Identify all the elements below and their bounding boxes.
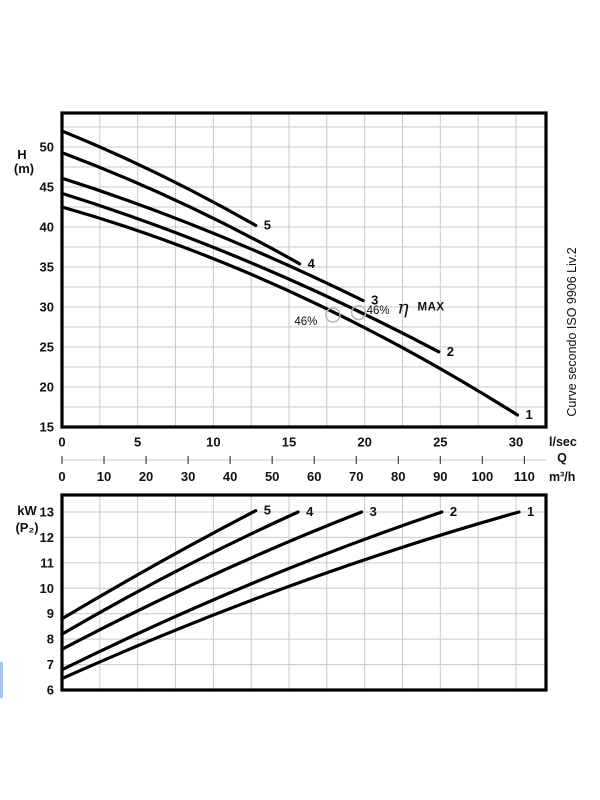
x-tick-m3h-10: 10 xyxy=(97,469,111,484)
head-curve-label-4: 4 xyxy=(308,256,316,271)
power-curve-4 xyxy=(60,510,300,636)
x-tick-lsec-30: 30 xyxy=(509,435,523,450)
power-y-axis-unit: (P₂) xyxy=(15,520,38,535)
head-y-tick-50: 50 xyxy=(40,140,54,155)
power-curve-5 xyxy=(60,509,258,621)
x-tick-m3h-90: 90 xyxy=(433,469,447,484)
x-tick-m3h-20: 20 xyxy=(139,469,153,484)
x-axis-label-m3h: m³/h xyxy=(549,470,575,484)
eta-max-label: MAX xyxy=(418,302,445,314)
x-tick-m3h-80: 80 xyxy=(391,469,405,484)
head-curve-label-3: 3 xyxy=(371,293,378,308)
efficiency-point-circle-2 xyxy=(350,304,367,321)
x-tick-m3h-110: 110 xyxy=(514,469,535,484)
x-axis-title-q: Q xyxy=(557,451,567,465)
head-y-tick-20: 20 xyxy=(40,380,54,395)
x-tick-m3h-0: 0 xyxy=(58,469,65,484)
power-y-tick-7: 7 xyxy=(47,657,54,672)
head-curve-4 xyxy=(60,151,302,266)
power-y-tick-6: 6 xyxy=(47,683,54,698)
x-tick-m3h-40: 40 xyxy=(223,469,237,484)
head-chart-border xyxy=(60,111,548,429)
x-tick-lsec-0: 0 xyxy=(58,435,65,450)
power-curve-label-1: 1 xyxy=(527,504,534,519)
eta-symbol: η xyxy=(397,297,409,319)
power-y-tick-9: 9 xyxy=(47,606,54,621)
head-y-tick-30: 30 xyxy=(40,300,54,315)
x-tick-m3h-100: 100 xyxy=(472,469,494,484)
efficiency-label-1: 46% xyxy=(294,316,317,328)
iso-standard-note: Curve secondo ISO 9906 Liv.2 xyxy=(565,247,579,417)
power-y-tick-12: 12 xyxy=(40,530,54,545)
x-tick-lsec-25: 25 xyxy=(433,435,447,450)
efficiency-point-circle-1 xyxy=(325,307,341,323)
efficiency-annotations: 46% 46% η MAX xyxy=(294,297,444,329)
x-tick-m3h-70: 70 xyxy=(349,469,363,484)
power-curve-label-5: 5 xyxy=(264,503,271,518)
head-curve-1 xyxy=(60,205,520,417)
x-tick-m3h-60: 60 xyxy=(307,469,321,484)
power-curve-label-3: 3 xyxy=(370,504,377,519)
head-y-tick-40: 40 xyxy=(40,220,54,235)
head-y-tick-45: 45 xyxy=(40,180,54,195)
power-y-tick-8: 8 xyxy=(47,632,54,647)
power-y-tick-10: 10 xyxy=(40,581,54,596)
m3h-axis: 0 10 20 30 40 50 60 70 80 90 100 110 xyxy=(58,456,546,484)
head-y-axis-label: H xyxy=(17,147,26,162)
head-curve-2 xyxy=(60,191,441,354)
power-chart: 5 4 3 2 1 13 12 11 10 9 8 7 6 kW (P₂) xyxy=(15,493,548,698)
x-tick-lsec-10: 10 xyxy=(206,435,220,450)
x-tick-lsec-5: 5 xyxy=(134,435,141,450)
power-curve-label-4: 4 xyxy=(306,504,314,519)
power-curves: 5 4 3 2 1 xyxy=(60,503,534,681)
power-y-tick-11: 11 xyxy=(40,555,54,570)
head-y-axis-unit: (m) xyxy=(14,161,34,176)
head-y-tick-25: 25 xyxy=(40,340,54,355)
x-tick-lsec-15: 15 xyxy=(282,435,296,450)
head-curve-3 xyxy=(60,176,365,303)
left-edge-highlight-fragment xyxy=(0,662,3,698)
power-curve-label-2: 2 xyxy=(450,504,457,519)
head-y-tick-35: 35 xyxy=(40,260,54,275)
x-tick-m3h-50: 50 xyxy=(265,469,279,484)
x-axis-label-lsec: l/sec xyxy=(549,435,577,449)
x-tick-m3h-30: 30 xyxy=(181,469,195,484)
head-y-tick-15: 15 xyxy=(40,420,54,435)
power-curve-2 xyxy=(60,510,444,672)
head-curves: 5 4 3 2 1 xyxy=(60,129,533,422)
head-curve-label-2: 2 xyxy=(447,344,454,359)
head-curve-5 xyxy=(60,129,258,227)
power-chart-border xyxy=(60,493,548,692)
head-curve-label-5: 5 xyxy=(264,217,271,232)
head-chart-grid xyxy=(62,113,546,427)
power-curve-3 xyxy=(60,510,364,651)
head-chart: 5 4 3 2 1 50 45 40 35 30 25 20 15 H(m) 0 5 10 15 20 25 30 l/s… xyxy=(14,111,577,484)
power-y-tick-13: 13 xyxy=(40,504,54,519)
power-curve-1 xyxy=(60,510,521,681)
efficiency-label-2: 46% xyxy=(367,305,390,317)
head-curve-label-1: 1 xyxy=(526,407,533,422)
x-tick-lsec-20: 20 xyxy=(357,435,371,450)
power-y-axis-label: kW xyxy=(17,503,37,518)
